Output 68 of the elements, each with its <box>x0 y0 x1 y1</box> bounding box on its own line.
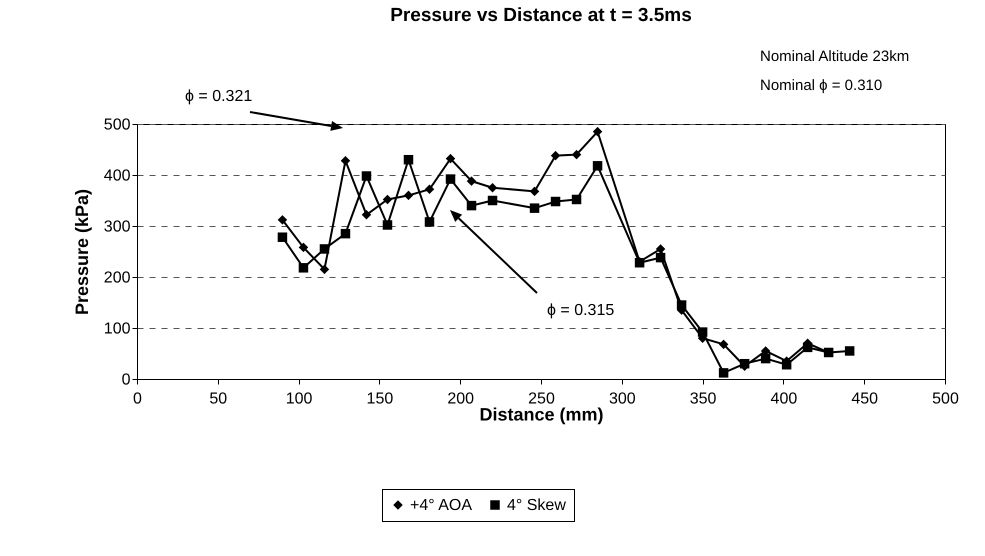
point <box>382 194 392 204</box>
x-tick-label: 350 <box>690 390 717 408</box>
point <box>488 196 498 206</box>
point <box>488 183 498 192</box>
chart-title: Pressure vs Distance at t = 3.5ms <box>390 5 692 26</box>
point <box>530 186 540 196</box>
point <box>572 194 582 204</box>
point <box>424 217 434 227</box>
x-axis-title: Distance (mm) <box>479 404 604 424</box>
x-tick-label: 150 <box>366 390 394 408</box>
point <box>298 263 308 273</box>
x-tick-label: 250 <box>528 390 555 408</box>
text: Nominal ϕ = 0.310 <box>760 77 882 94</box>
point <box>446 174 456 184</box>
point <box>656 252 666 262</box>
y-tick-label: 400 <box>104 168 131 184</box>
point <box>340 228 350 238</box>
point <box>466 200 476 210</box>
point <box>760 354 770 364</box>
point <box>362 210 372 220</box>
y-tick-label: 100 <box>104 320 131 338</box>
point <box>572 150 582 160</box>
x-tick-label: 200 <box>447 390 474 408</box>
text: ϕ = 0.321 <box>185 88 252 105</box>
y-tick-label: 200 <box>104 270 131 286</box>
point <box>718 368 728 378</box>
y-axis-title: Pressure (kPa) <box>72 188 92 316</box>
legend-label: +4° AOA <box>410 497 472 514</box>
point <box>404 154 414 164</box>
point <box>424 184 434 194</box>
legend-label: 4° Skew <box>507 497 566 514</box>
point <box>466 176 476 186</box>
point <box>592 126 602 136</box>
point <box>844 346 854 356</box>
point <box>824 348 834 358</box>
x-tick-label: 50 <box>209 390 228 408</box>
point <box>698 327 708 337</box>
point <box>740 358 750 368</box>
text: Nominal Altitude 23km <box>760 48 910 65</box>
x-tick-label: 300 <box>608 390 636 408</box>
point <box>550 150 560 160</box>
point <box>298 242 308 252</box>
x-tick-label: 500 <box>932 390 959 408</box>
annotation: ϕ = 0.315 <box>547 302 614 319</box>
point <box>362 171 372 181</box>
point <box>802 342 812 352</box>
point <box>320 264 330 274</box>
point <box>656 244 666 254</box>
point <box>446 154 456 164</box>
point <box>592 161 602 171</box>
x-tick-label: 450 <box>851 390 878 408</box>
y-tick-label: 300 <box>104 218 131 236</box>
point <box>404 190 414 200</box>
point <box>340 156 350 166</box>
point <box>550 196 560 206</box>
point <box>320 244 330 254</box>
point <box>782 360 792 370</box>
y-tick-label: 0 <box>122 372 131 388</box>
point <box>718 340 728 350</box>
y-tick-label: 500 <box>104 116 131 134</box>
x-tick-label: 100 <box>286 390 313 408</box>
point <box>676 300 686 310</box>
x-tick-label: 400 <box>770 390 798 408</box>
point <box>382 220 392 230</box>
point <box>278 215 288 225</box>
point <box>530 203 540 213</box>
point <box>278 232 288 242</box>
x-tick-label: 0 <box>133 390 142 408</box>
